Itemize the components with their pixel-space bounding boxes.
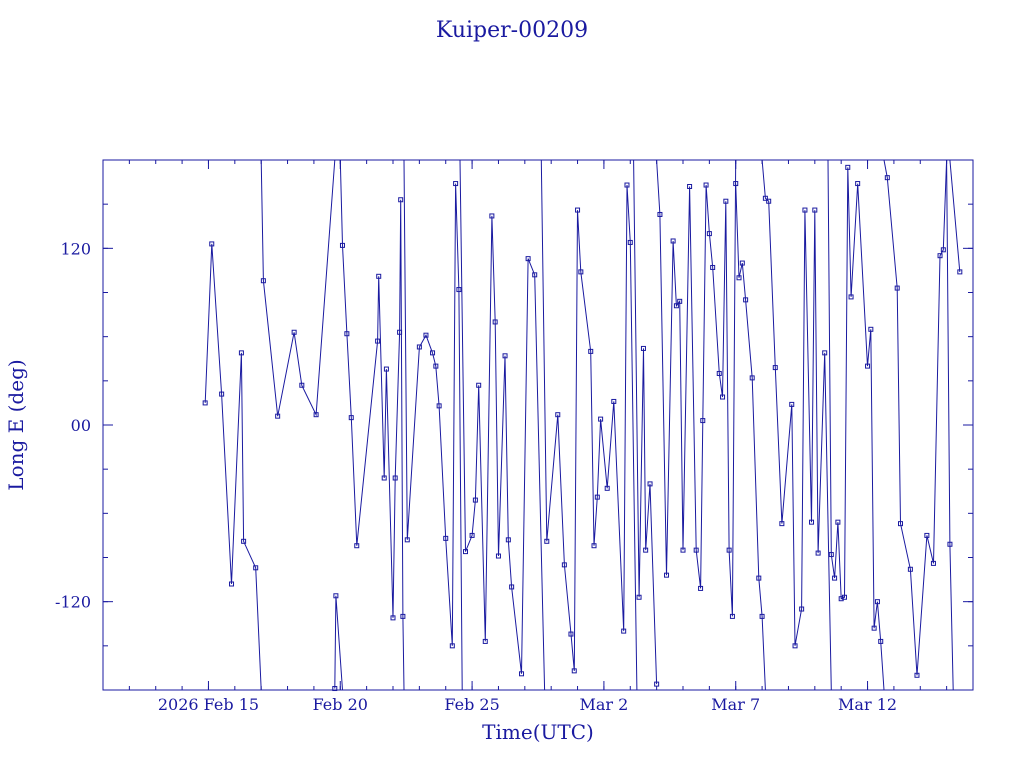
series-line — [633, 159, 658, 685]
series-line — [946, 159, 954, 691]
y-tick-label: 120 — [60, 239, 91, 258]
data-point — [423, 332, 429, 338]
series-line — [403, 159, 463, 691]
series-line — [883, 159, 948, 676]
plot-area — [202, 159, 963, 692]
x-tick-label: 2026 Feb 15 — [158, 695, 259, 714]
x-tick-label: Mar 2 — [579, 695, 628, 714]
series-line — [334, 595, 343, 691]
series-line — [761, 159, 832, 691]
series-line — [260, 159, 336, 417]
axis-ticks — [102, 159, 974, 691]
y-axis-label: Long E (deg) — [4, 359, 28, 490]
x-tick-label: Feb 20 — [313, 695, 368, 714]
chart-title: Kuiper-00209 — [436, 18, 588, 43]
series-line — [827, 159, 885, 691]
x-tick-label: Feb 25 — [444, 695, 499, 714]
x-tick-label: Mar 7 — [711, 695, 760, 714]
series-line — [459, 159, 546, 691]
y-tick-label: 00 — [71, 416, 91, 435]
series-line — [656, 159, 737, 617]
x-axis-label: Time(UTC) — [482, 720, 594, 744]
x-tick-label: Mar 12 — [838, 695, 897, 714]
series-line — [204, 243, 262, 691]
y-tick-label: -120 — [55, 593, 91, 612]
tick-labels: 2026 Feb 15 Feb 20 Feb 25 Mar 2 Mar 7 Mar 12 1… — [55, 239, 897, 714]
series-line — [339, 159, 405, 691]
series-line — [949, 159, 961, 272]
series-line — [540, 159, 638, 691]
series-line — [735, 183, 766, 691]
